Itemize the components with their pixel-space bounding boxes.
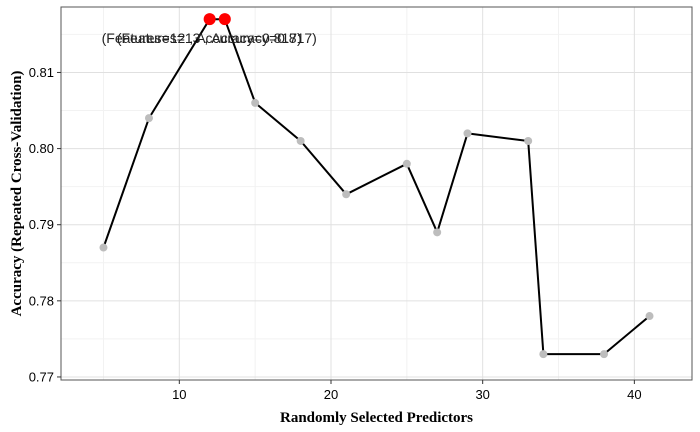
axis-ticks: 10 20 30 40 0.77 0.78 0.79 0.80 0.81 [29,65,642,402]
y-tick-label: 0.81 [29,65,54,80]
x-tick-label: 20 [324,387,338,402]
highlight-points [203,13,231,26]
data-point [402,159,411,168]
plot-panel-border [60,6,693,381]
data-point [524,136,533,145]
best-point-annotation: (Features=12 , Accuracy=0.817) [102,30,302,46]
data-point [600,350,609,359]
data-point [342,190,351,199]
x-tick-label: 10 [172,387,186,402]
y-axis-title: Accuracy (Repeated Cross-Validation) [9,71,25,317]
y-tick-label: 0.77 [29,369,54,384]
best-point-marker [218,13,231,26]
best-point-marker [203,13,216,26]
data-point [539,350,548,359]
grid [61,7,692,380]
data-point [463,129,472,138]
data-point [433,228,442,237]
data-point [251,98,260,107]
best-point-annotation: (Features=13 , Accuracy=0.817) [117,30,317,46]
x-axis-title: Randomly Selected Predictors [280,410,473,426]
data-point [645,312,654,321]
y-tick-label: 0.79 [29,217,54,232]
x-tick-label: 30 [475,387,489,402]
annotations: (Features=12 , Accuracy=0.817)(Features=… [102,30,317,46]
data-point [144,114,153,123]
y-tick-label: 0.78 [29,293,54,308]
y-tick-label: 0.80 [29,141,54,156]
x-tick-label: 40 [627,387,641,402]
data-point [99,243,108,252]
data-point [296,136,305,145]
